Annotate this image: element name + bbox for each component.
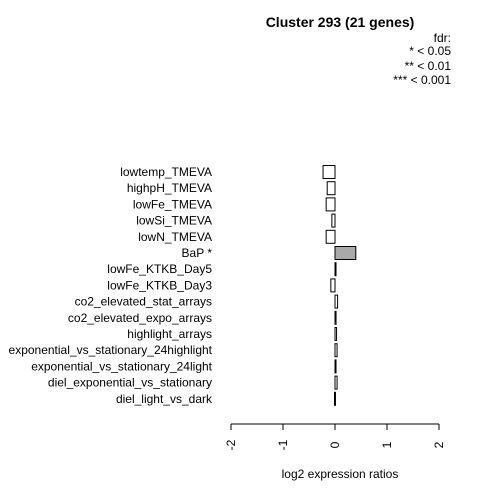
bars-group: [322, 165, 357, 406]
x-tick-label-2: 0: [328, 441, 342, 448]
category-label-1: highpH_TMEVA: [127, 181, 212, 195]
bar-8: [334, 294, 339, 309]
x-tick-label-3: 1: [380, 441, 394, 448]
x-tick-label-1: -1: [276, 439, 290, 450]
category-label-2: lowFe_TMEVA: [133, 197, 212, 211]
legend: fdr: * < 0.05 ** < 0.01 *** < 0.001: [393, 31, 451, 87]
x-axis: -2 -1 0 1 2: [224, 423, 446, 450]
category-label-12: exponential_vs_stationary_24light: [31, 359, 212, 373]
bar-3: [331, 213, 336, 228]
bar-5: [334, 246, 357, 260]
category-label-11: exponential_vs_stationary_24highlight: [9, 343, 213, 357]
legend-title: fdr:: [434, 31, 451, 45]
category-label-4: lowN_TMEVA: [138, 230, 212, 244]
legend-entry-3: *** < 0.001: [393, 73, 451, 87]
category-label-8: co2_elevated_stat_arrays: [75, 295, 212, 309]
legend-entry-1: * < 0.05: [409, 44, 451, 58]
x-tick-label-4: 2: [432, 441, 446, 448]
legend-entry-2: ** < 0.01: [405, 59, 452, 73]
bar-10: [334, 327, 338, 341]
bar-1: [326, 181, 336, 196]
bar-9: [334, 310, 337, 325]
category-labels: lowtemp_TMEVA highpH_TMEVA lowFe_TMEVA lowS…: [9, 165, 213, 406]
bar-2: [325, 197, 336, 212]
bar-6: [334, 262, 337, 277]
bar-14: [333, 391, 336, 406]
x-tick-label-0: -2: [224, 439, 238, 450]
category-label-14: diel_light_vs_dark: [116, 392, 213, 406]
bar-13: [334, 375, 338, 390]
bar-12: [334, 359, 337, 374]
x-axis-label: log2 expression ratios: [282, 467, 399, 481]
category-label-9: co2_elevated_expo_arrays: [68, 311, 212, 325]
category-label-5: BaP *: [182, 246, 213, 260]
bar-7: [330, 278, 336, 293]
category-label-6: lowFe_KTKB_Day5: [107, 262, 212, 276]
chart-title: Cluster 293 (21 genes): [266, 14, 415, 30]
category-label-3: lowSi_TMEVA: [136, 214, 212, 228]
category-label-7: lowFe_KTKB_Day3: [107, 278, 212, 292]
category-label-0: lowtemp_TMEVA: [120, 165, 212, 179]
category-label-13: diel_exponential_vs_stationary: [48, 376, 212, 390]
bar-11: [334, 343, 338, 358]
bar-4: [325, 229, 336, 244]
category-label-10: highlight_arrays: [127, 327, 212, 341]
bar-0: [322, 165, 336, 179]
